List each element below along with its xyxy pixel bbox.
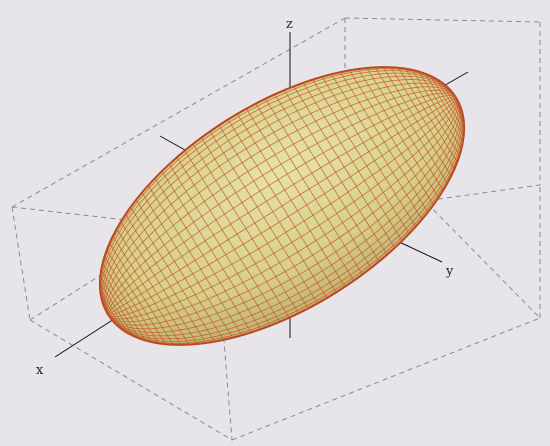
y-label: y — [445, 264, 454, 279]
mesh-line — [107, 94, 457, 315]
mesh-line — [107, 97, 465, 345]
mesh-line — [107, 97, 458, 323]
mesh-line — [107, 97, 464, 344]
mesh — [99, 66, 465, 346]
mesh-line — [107, 97, 463, 340]
mesh-line — [107, 97, 457, 318]
mesh-line — [104, 82, 457, 315]
mesh-line — [99, 67, 457, 315]
mesh-line — [107, 97, 461, 333]
mesh-line — [107, 97, 457, 316]
mesh-line — [107, 96, 457, 315]
z-label: z — [286, 17, 293, 32]
mesh-line — [107, 97, 457, 315]
mesh-line — [107, 97, 464, 342]
mesh-line — [106, 89, 457, 315]
mesh-line — [107, 97, 462, 337]
mesh-line — [107, 97, 459, 326]
mesh-line — [107, 97, 460, 330]
mesh-line — [105, 86, 457, 315]
mesh-line — [106, 92, 457, 315]
mesh-line — [101, 72, 457, 315]
mesh-line — [103, 79, 457, 315]
mesh-line — [102, 75, 457, 315]
mesh-line — [107, 97, 458, 320]
mesh-line — [100, 70, 457, 315]
mesh-line — [100, 68, 457, 315]
x-label: x — [36, 363, 44, 378]
